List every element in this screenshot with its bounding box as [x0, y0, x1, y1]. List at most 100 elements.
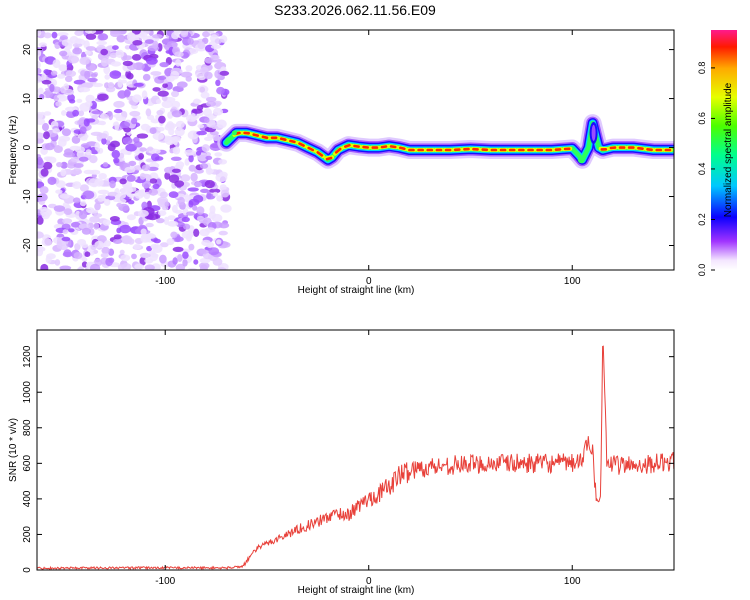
noise-speckle [43, 69, 50, 75]
noise-speckle [52, 59, 61, 69]
noise-speckle [85, 46, 96, 51]
noise-speckle [126, 214, 136, 221]
snr-y-tick-label: 1200 [22, 345, 33, 368]
ridge-hot-red [334, 147, 342, 154]
noise-speckle [84, 50, 91, 55]
noise-speckle [201, 144, 210, 153]
noise-speckle [210, 44, 222, 49]
noise-speckle [78, 223, 91, 230]
noise-speckle [43, 156, 53, 161]
noise-speckle [156, 109, 164, 116]
noise-speckle [45, 255, 52, 264]
noise-speckle [133, 243, 142, 250]
noise-speckle [37, 246, 46, 252]
ridge-hot-red [325, 156, 333, 161]
noise-speckle [199, 163, 209, 169]
noise-speckle [168, 174, 180, 183]
spectrogram-x-tick-label: 0 [366, 276, 372, 287]
noise-speckle [70, 156, 80, 162]
ridge-hot-red [353, 144, 360, 148]
noise-speckle [99, 113, 109, 120]
noise-speckle [205, 100, 217, 107]
noise-speckle [219, 184, 227, 191]
noise-speckle [159, 254, 167, 264]
noise-speckle [60, 161, 68, 169]
snr-x-ticks: -100 0 100 [155, 330, 581, 587]
noise-speckle [79, 184, 89, 192]
noise-speckle [180, 174, 191, 182]
noise-speckle [89, 155, 98, 164]
spectrogram-x-ticks: -100 0 100 [155, 30, 581, 287]
noise-speckle [43, 111, 52, 116]
noise-speckle [171, 90, 179, 98]
noise-speckle [139, 256, 147, 266]
noise-speckle [145, 108, 152, 117]
snr-x-tick-label: 0 [366, 576, 372, 587]
noise-speckle [200, 91, 210, 99]
spectrogram-y-tick-label: 10 [22, 93, 33, 105]
noise-speckle [64, 148, 74, 156]
noise-speckle [112, 45, 119, 50]
noise-speckle [76, 150, 85, 159]
noise-speckle [152, 132, 164, 141]
ridge-spike-core [591, 124, 596, 141]
noise-speckle [207, 169, 214, 175]
noise-speckle [42, 161, 53, 170]
noise-speckle [82, 82, 93, 88]
spectrogram-y-tick-label: 0 [22, 144, 33, 150]
noise-speckle [50, 70, 58, 76]
noise-speckle [37, 118, 46, 125]
noise-speckle [184, 149, 195, 156]
noise-speckle [72, 181, 82, 190]
ridge-start-dot [225, 137, 232, 144]
noise-speckle [79, 126, 87, 135]
noise-speckle [97, 147, 104, 154]
snr-x-tick-label: -100 [155, 576, 175, 587]
noise-speckle [74, 243, 81, 251]
noise-speckle [126, 187, 133, 194]
noise-speckle [37, 132, 45, 140]
noise-speckle [73, 163, 84, 168]
noise-speckle [116, 227, 122, 234]
noise-speckle [187, 37, 194, 45]
snr-y-tick-label: 600 [22, 455, 33, 472]
noise-speckle [63, 208, 73, 216]
noise-speckle [175, 120, 185, 129]
noise-speckle [61, 128, 71, 137]
noise-speckle [174, 127, 185, 137]
noise-speckle [111, 149, 121, 159]
noise-speckle [208, 30, 215, 34]
spectrogram-y-ticks: 20 10 0 -10 -20 [22, 44, 674, 253]
noise-speckle [204, 57, 214, 64]
noise-speckle [119, 178, 127, 185]
noise-speckle [191, 108, 203, 114]
noise-speckle [88, 178, 99, 188]
noise-speckle [99, 120, 106, 126]
noise-speckle [90, 244, 97, 250]
noise-speckle [61, 236, 71, 242]
spectrogram-frame [36, 29, 675, 271]
noise-speckle [42, 122, 49, 132]
noise-speckle [71, 168, 83, 175]
colorbar-tick-label: 0.2 [697, 213, 707, 226]
ridge-hot-red [252, 133, 260, 137]
noise-speckle [109, 52, 117, 59]
noise-speckle [89, 216, 101, 223]
noise-speckle [73, 79, 86, 85]
noise-speckle [150, 71, 162, 76]
noise-speckle [102, 219, 111, 226]
noise-speckle [134, 190, 145, 199]
noise-speckle [160, 242, 169, 248]
noise-speckle [87, 77, 98, 83]
noise-speckle [109, 70, 122, 79]
noise-speckle [172, 146, 181, 155]
noise-speckle [132, 40, 143, 46]
noise-speckle [57, 94, 65, 99]
noise-speckle [133, 82, 144, 87]
figure-title: S233.2026.062.11.56.E09 [274, 2, 436, 18]
noise-speckle [182, 251, 189, 259]
noise-speckle [214, 152, 223, 157]
noise-speckle [106, 136, 113, 141]
noise-speckle [168, 191, 179, 199]
noise-speckle [215, 173, 228, 183]
